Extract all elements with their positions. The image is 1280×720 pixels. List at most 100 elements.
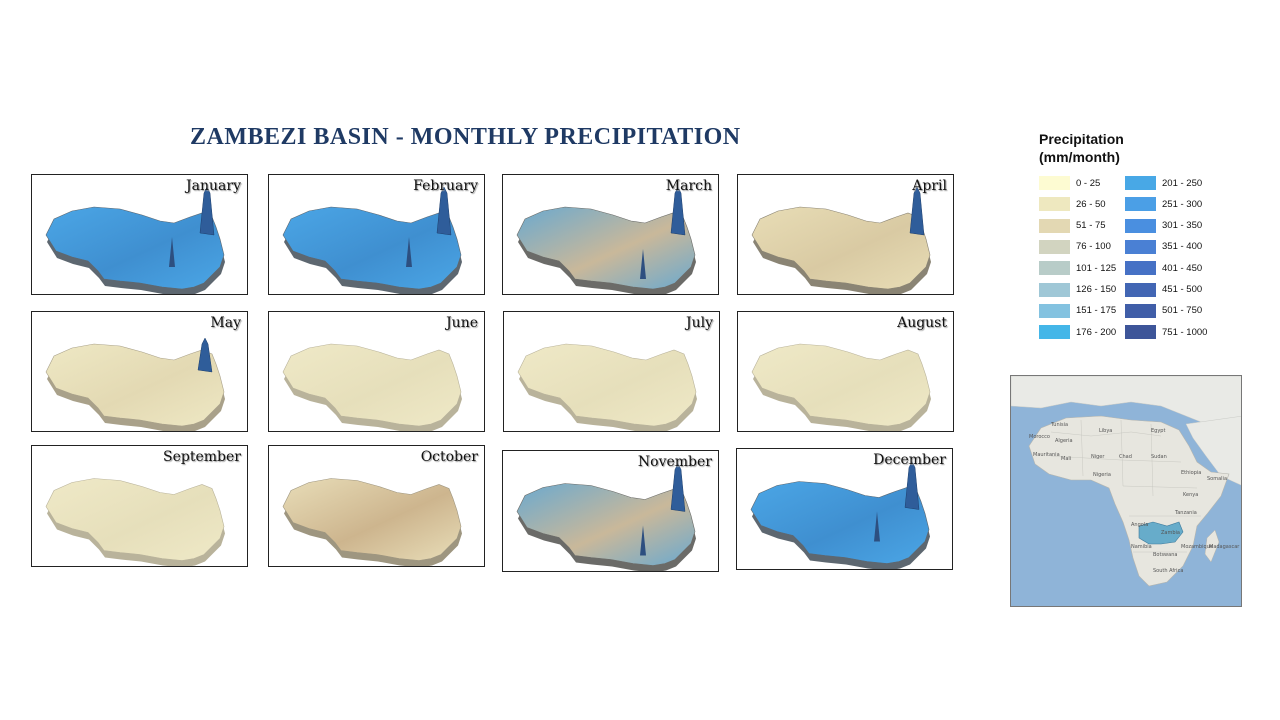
month-panel-july: July xyxy=(503,311,720,432)
country-label: Mozambique xyxy=(1181,544,1213,550)
legend-item: 501 - 750 xyxy=(1125,303,1203,318)
country-label: Sudan xyxy=(1151,454,1167,460)
legend-item: 176 - 200 xyxy=(1039,325,1117,340)
legend-swatch xyxy=(1125,282,1156,297)
country-label: Mauritania xyxy=(1033,452,1060,458)
basin-relief-map xyxy=(282,343,462,431)
legend-label: 251 - 300 xyxy=(1162,198,1203,210)
legend-swatch xyxy=(1125,303,1156,318)
month-label: September xyxy=(163,449,241,465)
legend-label: 0 - 25 xyxy=(1076,177,1101,189)
legend-label: 26 - 50 xyxy=(1076,198,1106,210)
legend-swatch xyxy=(1039,282,1070,297)
month-label: July xyxy=(685,315,713,331)
basin-relief-map xyxy=(751,343,931,431)
basin-relief-map xyxy=(282,186,462,294)
legend-item: 51 - 75 xyxy=(1039,218,1106,233)
basin-relief-map xyxy=(751,186,931,294)
basin-relief-map xyxy=(45,478,225,566)
country-label: Madagascar xyxy=(1209,544,1240,550)
country-label: Zambia xyxy=(1161,530,1180,536)
legend-swatch xyxy=(1039,218,1070,233)
country-label: Nigeria xyxy=(1093,472,1111,478)
month-label: November xyxy=(637,454,712,470)
legend-label: 76 - 100 xyxy=(1076,241,1111,253)
country-label: Botswana xyxy=(1153,552,1177,558)
basin-relief-map xyxy=(45,337,225,431)
month-label: May xyxy=(210,315,241,331)
country-label: Egypt xyxy=(1151,428,1165,434)
month-panel-march: March xyxy=(502,174,719,295)
legend-swatch xyxy=(1125,197,1156,212)
zambezi-basin-highlight xyxy=(1138,521,1184,545)
africa-land xyxy=(1028,415,1230,587)
month-label: March xyxy=(665,178,712,194)
legend-label: 201 - 250 xyxy=(1162,177,1203,189)
month-label: October xyxy=(420,449,478,465)
month-panel-november: November xyxy=(502,450,719,572)
country-borders xyxy=(1050,419,1201,553)
legend-label: 51 - 75 xyxy=(1076,220,1106,232)
legend-swatch xyxy=(1125,325,1156,340)
month-panel-june: June xyxy=(268,311,485,432)
legend-swatch xyxy=(1039,303,1070,318)
legend-swatch xyxy=(1039,261,1070,276)
month-panel-september: September xyxy=(31,445,248,567)
month-label: April xyxy=(912,178,947,194)
legend-label: 176 - 200 xyxy=(1076,326,1117,338)
month-label: February xyxy=(413,178,478,194)
month-panel-may: May xyxy=(31,311,248,432)
month-panel-april: April xyxy=(737,174,954,295)
legend-title: Precipitation (mm/month) xyxy=(1039,131,1124,165)
legend-swatch xyxy=(1125,176,1156,190)
country-label: Niger xyxy=(1091,454,1105,460)
legend-swatch xyxy=(1125,261,1156,276)
country-label: Somalia xyxy=(1207,476,1227,482)
legend-item: 26 - 50 xyxy=(1039,197,1106,212)
month-panel-august: August xyxy=(737,311,954,432)
legend-item: 251 - 300 xyxy=(1125,197,1203,212)
country-label: Tunisia xyxy=(1050,422,1068,428)
legend-item: 751 - 1000 xyxy=(1125,325,1208,340)
legend-item: 101 - 125 xyxy=(1039,261,1117,276)
basin-relief-map xyxy=(516,462,696,571)
month-panel-december: December xyxy=(736,448,953,570)
precipitation-legend: Precipitation (mm/month) 0 - 25 26 - 50 51… xyxy=(1039,130,1239,346)
country-label: Mali xyxy=(1061,456,1071,462)
country-label: Tanzania xyxy=(1174,510,1197,516)
legend-label: 501 - 750 xyxy=(1162,305,1203,317)
legend-swatch xyxy=(1125,218,1156,233)
legend-label: 151 - 175 xyxy=(1076,305,1117,317)
month-panel-january: January xyxy=(31,174,248,295)
country-label: Algeria xyxy=(1055,438,1073,444)
madagascar-land xyxy=(1204,529,1220,563)
month-label: June xyxy=(446,315,478,331)
basin-relief-map xyxy=(750,460,930,569)
month-label: August xyxy=(897,315,947,331)
month-panel-february: February xyxy=(268,174,485,295)
legend-label: 101 - 125 xyxy=(1076,262,1117,274)
europe-land xyxy=(1011,376,1241,427)
legend-swatch xyxy=(1039,197,1070,212)
legend-item: 301 - 350 xyxy=(1125,218,1203,233)
legend-swatch xyxy=(1039,325,1070,340)
legend-label: 351 - 400 xyxy=(1162,241,1203,253)
africa-locator-map: Tunisia Morocco Algeria Libya Egypt Mauritani… xyxy=(1010,375,1242,607)
country-label: Ethiopia xyxy=(1181,470,1201,476)
month-label: January xyxy=(186,178,241,194)
basin-relief-map xyxy=(516,186,696,294)
basin-relief-map xyxy=(517,343,697,431)
legend-swatch xyxy=(1125,239,1156,254)
country-label: Chad xyxy=(1119,454,1132,460)
legend-label: 301 - 350 xyxy=(1162,220,1203,232)
legend-item: 126 - 150 xyxy=(1039,282,1117,297)
legend-item: 76 - 100 xyxy=(1039,239,1111,254)
legend-label: 751 - 1000 xyxy=(1162,326,1208,338)
legend-item: 451 - 500 xyxy=(1125,282,1202,297)
legend-item: 351 - 400 xyxy=(1125,239,1203,254)
country-label: Namibia xyxy=(1131,544,1152,550)
legend-label: 126 - 150 xyxy=(1076,284,1117,295)
legend-item: 0 - 25 xyxy=(1039,176,1100,190)
legend-item: 401 - 450 xyxy=(1125,261,1202,276)
